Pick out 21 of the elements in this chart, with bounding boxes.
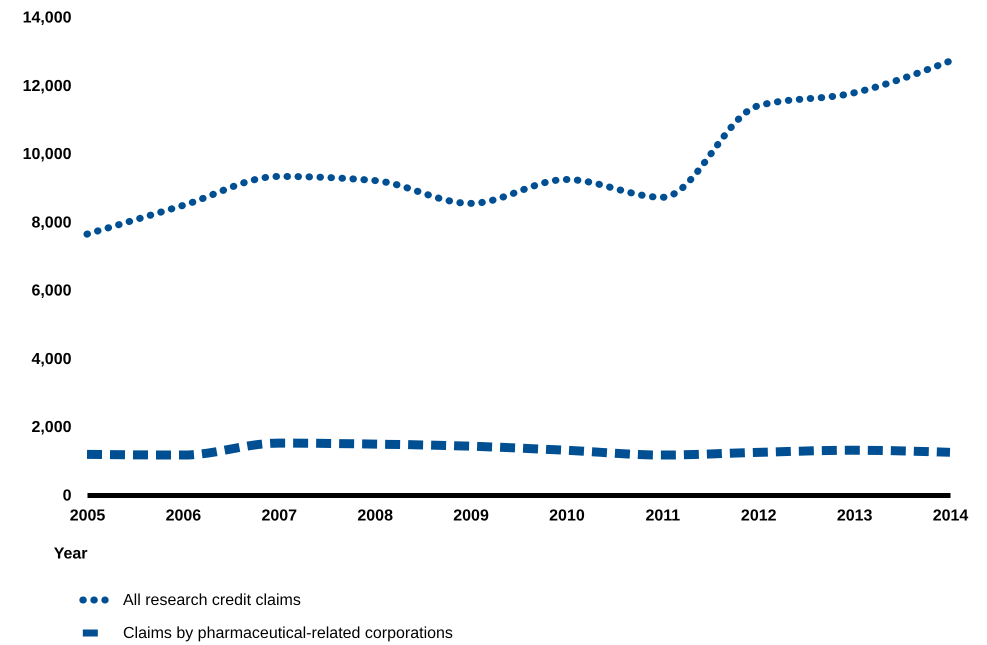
y-tick-label: 4,000 [31, 350, 72, 368]
y-tick-label: 2,000 [31, 419, 72, 436]
y-tick-label: 10,000 [22, 146, 72, 164]
y-tick-label: 0 [62, 488, 72, 504]
x-tick-label: 2006 [166, 508, 202, 524]
x-tick-label: 2012 [740, 508, 777, 524]
x-tick-label: 2007 [261, 508, 298, 524]
x-axis-title: Year [54, 546, 88, 562]
x-tick-label: 2011 [645, 508, 680, 524]
x-tick-label: 2009 [453, 508, 489, 524]
y-tick-label: 6,000 [31, 282, 72, 300]
y-tick-label: 8,000 [31, 214, 72, 232]
y-tick-label: 14,000 [22, 10, 72, 26]
x-tick-label: 2014 [932, 508, 968, 524]
legend-label: All research credit claims [123, 592, 301, 609]
x-tick-label: 2013 [836, 508, 873, 524]
x-tick-label: 2008 [357, 508, 394, 524]
y-tick-label: 12,000 [22, 78, 72, 95]
legend-label: Claims by pharmaceutical-related corporations [123, 625, 453, 642]
x-tick-label: 2005 [70, 508, 106, 524]
x-tick-label: 2010 [549, 508, 585, 524]
